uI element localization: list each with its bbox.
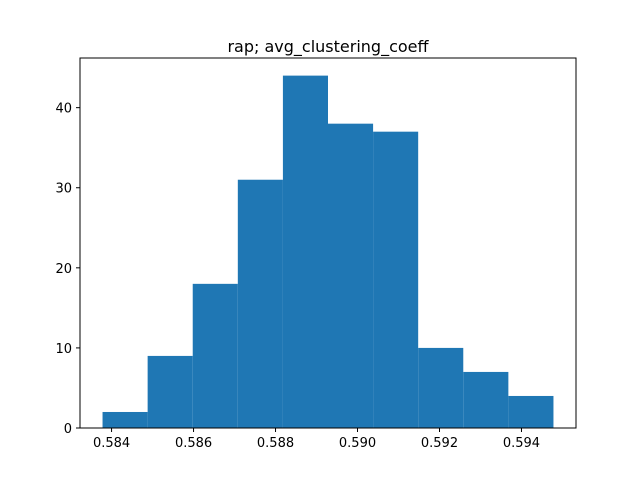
x-tick-label: 0.592: [421, 436, 458, 451]
y-tick-label: 30: [55, 182, 72, 197]
histogram-bar: [418, 347, 464, 428]
histogram-bar: [373, 131, 419, 428]
x-tick-label: 0.584: [93, 436, 130, 451]
x-tick-label: 0.594: [503, 436, 540, 451]
histogram-bar: [147, 355, 193, 428]
y-tick-label: 0: [64, 422, 72, 437]
bars-group: [102, 75, 554, 429]
x-axis-ticks: 0.584 0.586 0.588 0.590 0.592 0.594: [93, 428, 540, 451]
histogram-bar: [328, 123, 374, 429]
histogram-bar: [237, 179, 283, 428]
y-tick-label: 20: [55, 262, 72, 277]
histogram-bar: [463, 371, 509, 428]
chart-title: rap; avg_clustering_coeff: [227, 37, 429, 57]
histogram-bar: [102, 411, 148, 428]
x-tick-label: 0.588: [257, 436, 294, 451]
y-axis-ticks: 0 10 20 30 40: [55, 102, 80, 437]
y-tick-label: 40: [55, 102, 72, 117]
plot-frame: [79, 57, 577, 429]
x-tick-label: 0.586: [175, 436, 212, 451]
histogram-bar: [508, 395, 554, 428]
x-tick-label: 0.590: [339, 436, 376, 451]
y-tick-label: 10: [55, 342, 72, 357]
histogram-bar: [282, 75, 328, 428]
histogram-bar: [192, 283, 238, 428]
